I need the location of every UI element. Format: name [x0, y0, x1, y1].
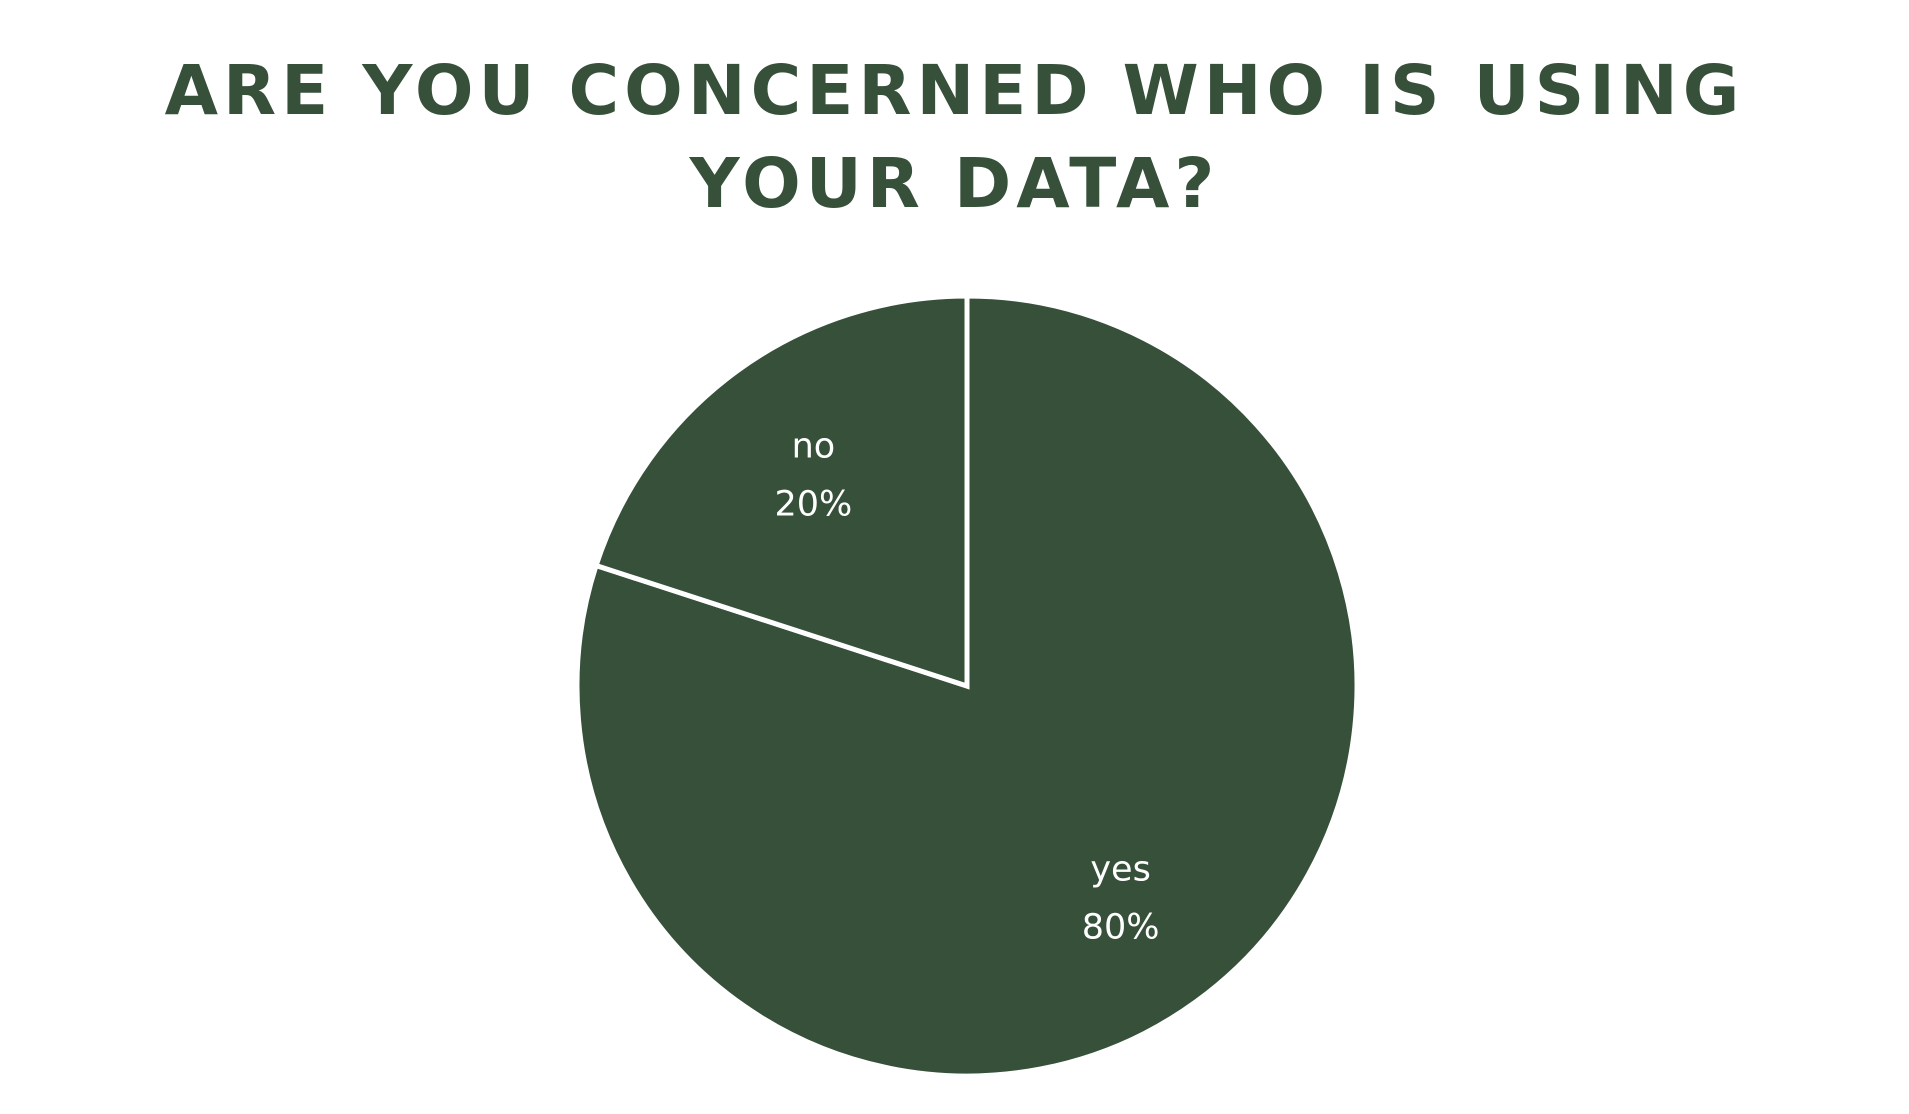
- slice-category-label: yes: [1090, 849, 1150, 889]
- slice-value-label: 20%: [775, 485, 853, 525]
- slice-label-no: no 20%: [775, 427, 853, 525]
- pie-slice-no: [592, 293, 970, 690]
- slice-label-yes: yes 80%: [1082, 849, 1160, 947]
- chart-title: ARE YOU CONCERNED WHO IS USING YOUR DATA…: [164, 51, 1745, 224]
- slice-value-label: 80%: [1082, 907, 1160, 947]
- slice-category-label: no: [792, 427, 836, 467]
